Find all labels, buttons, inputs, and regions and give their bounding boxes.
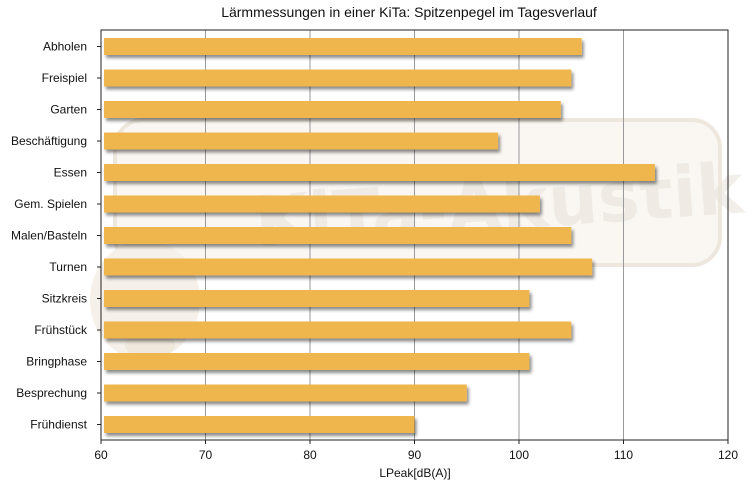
category-label: Gem. Spielen [14, 197, 87, 211]
category-label: Besprechung [16, 386, 87, 400]
bar-malen-basteln [104, 227, 572, 244]
x-axis-label: LPeak[dB(A)] [379, 466, 450, 480]
x-tick-label-100: 100 [509, 448, 529, 462]
bar-frühstück [104, 321, 572, 339]
category-label: Beschäftigung [11, 134, 87, 148]
category-labels: Abholen Freispiel Garten Beschäftigung Essen… [11, 40, 101, 432]
bar-turnen [104, 258, 593, 276]
bar-bringphase [104, 353, 530, 370]
x-tick-label-60: 60 [94, 448, 108, 462]
category-label: Abholen [43, 40, 87, 54]
category-label: Turnen [49, 260, 87, 274]
x-tick-label-70: 70 [199, 448, 213, 462]
category-label: Sitzkreis [42, 292, 87, 306]
bar-essen [104, 164, 655, 181]
bars [104, 38, 655, 433]
x-tick-label-80: 80 [303, 448, 317, 462]
chart-title: Lärmmessungen in einer KiTa: Spitzenpege… [221, 4, 597, 20]
category-label: Freispiel [42, 71, 87, 85]
category-label: Bringphase [26, 355, 87, 369]
x-axis-ticks: 60 70 80 90 100 110 120 [94, 440, 738, 462]
bar-sitzkreis [104, 290, 530, 307]
bar-abholen [104, 38, 582, 55]
x-tick-label-90: 90 [408, 448, 422, 462]
category-label: Essen [54, 166, 87, 180]
bar-beschäftigung [104, 132, 499, 150]
category-label: Garten [50, 103, 87, 117]
category-label: Frühdienst [30, 418, 87, 432]
bar-garten [104, 101, 561, 118]
category-label: Frühstück [34, 323, 88, 337]
bar-frühdienst [104, 416, 415, 433]
bar-besprechung [104, 384, 467, 402]
bar-freispiel [104, 69, 572, 87]
x-tick-label-110: 110 [614, 448, 633, 462]
x-tick-label-120: 120 [718, 448, 738, 462]
category-label: Malen/Basteln [11, 229, 87, 243]
bar-gem-spielen [104, 195, 540, 213]
